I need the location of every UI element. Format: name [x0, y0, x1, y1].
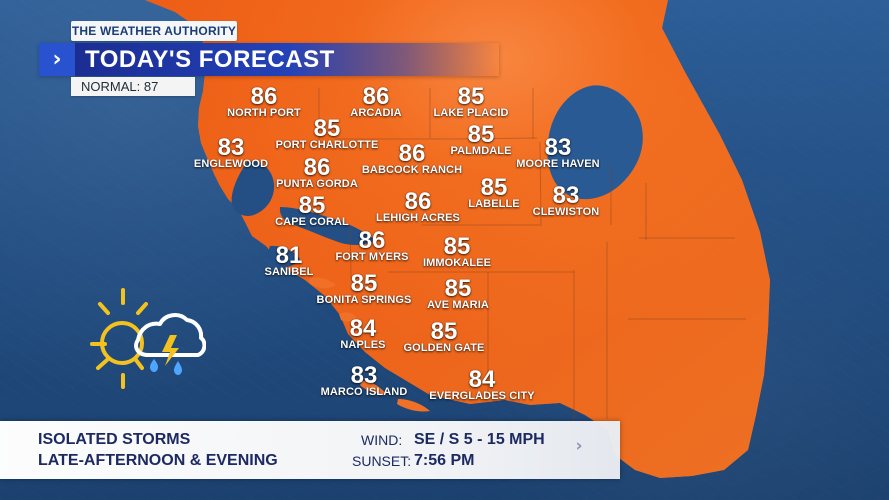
city-temp: 86 [250, 83, 278, 110]
city-labelle: 85 LABELLE [468, 174, 520, 211]
city-ave-maria: 85 AVE MARIA [427, 275, 489, 312]
city-name: EVERGLADES CITY [429, 390, 535, 402]
forecast-headline-line-1: ISOLATED STORMS [38, 431, 191, 448]
lake-okeechobee [547, 85, 643, 200]
city-name: LEHIGH ACRES [376, 212, 460, 224]
city-englewood: 83 ENGLEWOOD [193, 134, 269, 171]
chevron-right-icon: › [52, 46, 62, 72]
city-temp: 85 [298, 192, 326, 219]
normal-temperature-label: NORMAL: 87 [81, 79, 159, 94]
city-temp: 85 [467, 121, 495, 148]
city-palmdale: 85 PALMDALE [450, 121, 512, 158]
brand-strip: THE WEATHER AUTHORITY [71, 21, 237, 41]
city-name: PORT CHARLOTTE [275, 139, 379, 151]
city-name: IMMOKALEE [422, 257, 492, 269]
forecast-title-bar: › TODAY'S FORECAST [39, 43, 499, 76]
rain-drops-icon [150, 359, 182, 375]
city-name: PUNTA GORDA [276, 178, 358, 190]
city-temp: 85 [430, 318, 458, 345]
city-name: NAPLES [340, 339, 386, 351]
city-golden-gate: 85 GOLDEN GATE [403, 318, 485, 355]
storm-cloud-icon [134, 313, 206, 357]
city-name: SANIBEL [264, 266, 314, 278]
city-name: ARCADIA [350, 107, 402, 119]
lightning-bolt-icon [162, 335, 179, 366]
city-bonita-springs: 85 BONITA SPRINGS [316, 270, 412, 307]
chevron-right-icon: › [575, 436, 583, 456]
city-temp: 83 [544, 134, 572, 161]
city-clewiston: 83 CLEWISTON [532, 182, 600, 219]
city-punta-gorda: 86 PUNTA GORDA [276, 154, 358, 191]
city-temp: 83 [552, 182, 580, 209]
city-temp: 85 [443, 233, 471, 260]
city-temp: 86 [303, 154, 331, 181]
city-sanibel: 81 SANIBEL [264, 242, 314, 279]
city-marco-island: 83 MARCO ISLAND [320, 362, 408, 399]
forecast-headline-line-2: LATE-AFTERNOON & EVENING [38, 452, 278, 469]
partly-sunny-thunderstorm-icon [90, 288, 206, 389]
sunset-value: 7:56 PM [414, 452, 475, 469]
city-name: GOLDEN GATE [403, 342, 485, 354]
city-temp: 85 [457, 83, 485, 110]
city-temp: 86 [404, 188, 432, 215]
city-name: AVE MARIA [427, 299, 489, 311]
title-main: TODAY'S FORECAST [75, 43, 499, 76]
normal-temperature-pill: NORMAL: 87 [71, 77, 195, 96]
page-title: TODAY'S FORECAST [85, 45, 335, 73]
city-moore-haven: 83 MOORE HAVEN [516, 134, 600, 171]
city-lehigh-acres: 86 LEHIGH ACRES [376, 188, 460, 225]
city-name: BABCOCK RANCH [361, 164, 463, 176]
coastal-islands [308, 277, 430, 412]
city-fort-myers: 86 FORT MYERS [335, 227, 409, 264]
city-name: BONITA SPRINGS [316, 294, 412, 306]
city-temp: 84 [349, 315, 377, 342]
city-temp: 86 [358, 227, 386, 254]
city-temp: 85 [480, 174, 508, 201]
city-name: CAPE CORAL [275, 216, 349, 228]
city-temp: 83 [350, 362, 378, 389]
county-lines [318, 88, 746, 421]
city-name: MARCO ISLAND [320, 386, 408, 398]
city-cape-coral: 85 CAPE CORAL [275, 192, 349, 229]
sunset-label: SUNSET: [352, 453, 412, 469]
city-temp: 86 [398, 140, 426, 167]
city-temp: 86 [362, 83, 390, 110]
city-babcock-ranch: 86 BABCOCK RANCH [361, 140, 463, 177]
city-temp: 85 [350, 270, 378, 297]
city-name: FORT MYERS [335, 251, 409, 263]
city-temp: 85 [313, 115, 341, 142]
city-name: MOORE HAVEN [516, 158, 600, 170]
city-lake-placid: 85 LAKE PLACID [433, 83, 509, 120]
city-temp: 85 [444, 275, 472, 302]
city-name: ENGLEWOOD [193, 158, 269, 170]
city-immokalee: 85 IMMOKALEE [422, 233, 492, 270]
brand-label: THE WEATHER AUTHORITY [71, 24, 237, 38]
city-name: LABELLE [468, 198, 520, 210]
city-name: LAKE PLACID [433, 107, 509, 119]
city-temp: 81 [275, 242, 303, 269]
sun-icon [90, 288, 148, 389]
wind-label: WIND: [361, 432, 403, 448]
city-everglades-city: 84 EVERGLADES CITY [429, 366, 535, 403]
caloosahatchee-river [279, 207, 375, 245]
city-name: PALMDALE [450, 145, 512, 157]
title-chevron-box: › [39, 43, 75, 76]
city-name: NORTH PORT [227, 107, 301, 119]
charlotte-harbor [231, 161, 275, 216]
wind-value: SE / S 5 - 15 MPH [414, 431, 545, 448]
city-north-port: 86 NORTH PORT [227, 83, 301, 120]
city-port-charlotte: 85 PORT CHARLOTTE [275, 115, 379, 152]
city-naples: 84 NAPLES [340, 315, 386, 352]
city-arcadia: 86 ARCADIA [350, 83, 402, 120]
city-name: CLEWISTON [532, 206, 600, 218]
city-temp: 83 [217, 134, 245, 161]
sanibel-pass [268, 245, 300, 268]
city-temp: 84 [468, 366, 496, 393]
bottom-forecast-band [0, 421, 620, 479]
